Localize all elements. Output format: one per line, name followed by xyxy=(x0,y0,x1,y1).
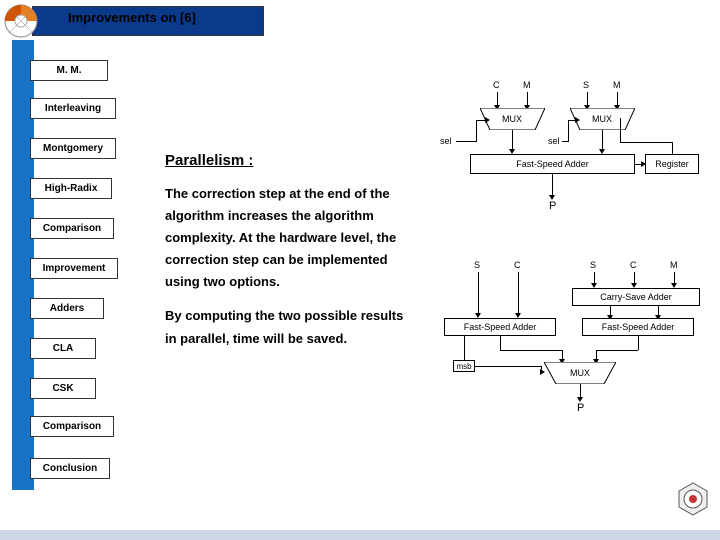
d2-c1: C xyxy=(514,260,521,270)
d1-sel2: sel xyxy=(548,136,560,146)
d2-c2: C xyxy=(630,260,637,270)
nav-item-interleaving[interactable]: Interleaving xyxy=(30,98,116,119)
diagram-mux-adder: C M S M MUX MUX sel sel xyxy=(440,80,710,220)
svg-text:MUX: MUX xyxy=(592,114,612,124)
d1-adder: Fast-Speed Adder xyxy=(470,154,635,174)
svg-text:MUX: MUX xyxy=(570,368,590,378)
nav-item-high-radix[interactable]: High-Radix xyxy=(30,178,112,199)
nav-item-adders[interactable]: Adders xyxy=(30,298,104,319)
slide-title: Improvements on [6] xyxy=(68,10,196,25)
d2-s2: S xyxy=(590,260,596,270)
d2-csa: Carry-Save Adder xyxy=(572,288,700,306)
d1-sel1: sel xyxy=(440,136,452,146)
slide: Improvements on [6] M. M. Interleaving Mon… xyxy=(0,0,720,540)
corner-orb-icon xyxy=(3,3,39,39)
nav-item-m-m-[interactable]: M. M. xyxy=(30,60,108,81)
d1-register: Register xyxy=(645,154,699,174)
nav-item-csk[interactable]: CSK xyxy=(30,378,96,399)
nav-item-cla[interactable]: CLA xyxy=(30,338,96,359)
nav-item-conclusion[interactable]: Conclusion xyxy=(30,458,110,479)
d1-label-c: C xyxy=(493,80,500,90)
content-para-1: The correction step at the end of the al… xyxy=(165,183,415,293)
content-para-2: By computing the two possible results in… xyxy=(165,305,415,349)
d2-adder-right: Fast-Speed Adder xyxy=(582,318,694,336)
footer-logo-icon xyxy=(676,482,710,516)
d1-label-m2: M xyxy=(613,80,621,90)
nav-item-improvement[interactable]: Improvement xyxy=(30,258,118,279)
main-content: Parallelism : The correction step at the… xyxy=(165,152,415,362)
d1-label-s: S xyxy=(583,80,589,90)
d2-adder-left: Fast-Speed Adder xyxy=(444,318,556,336)
d1-label-m: M xyxy=(523,80,531,90)
content-title: Parallelism : xyxy=(165,152,415,169)
d2-msb: msb xyxy=(453,360,475,372)
diagram-csa: S C S C M Carry-Save Adder Fast-Speed Ad… xyxy=(432,260,712,420)
svg-text:MUX: MUX xyxy=(502,114,522,124)
d2-out: P xyxy=(577,402,584,414)
d2-mux: MUX xyxy=(544,362,616,384)
nav-item-comparison[interactable]: Comparison xyxy=(30,218,114,239)
d2-m: M xyxy=(670,260,678,270)
content-body: The correction step at the end of the al… xyxy=(165,183,415,350)
nav-item-montgomery[interactable]: Montgomery xyxy=(30,138,116,159)
d1-out: P xyxy=(549,200,556,212)
nav-item-comparison[interactable]: Comparison xyxy=(30,416,114,437)
d2-s1: S xyxy=(474,260,480,270)
